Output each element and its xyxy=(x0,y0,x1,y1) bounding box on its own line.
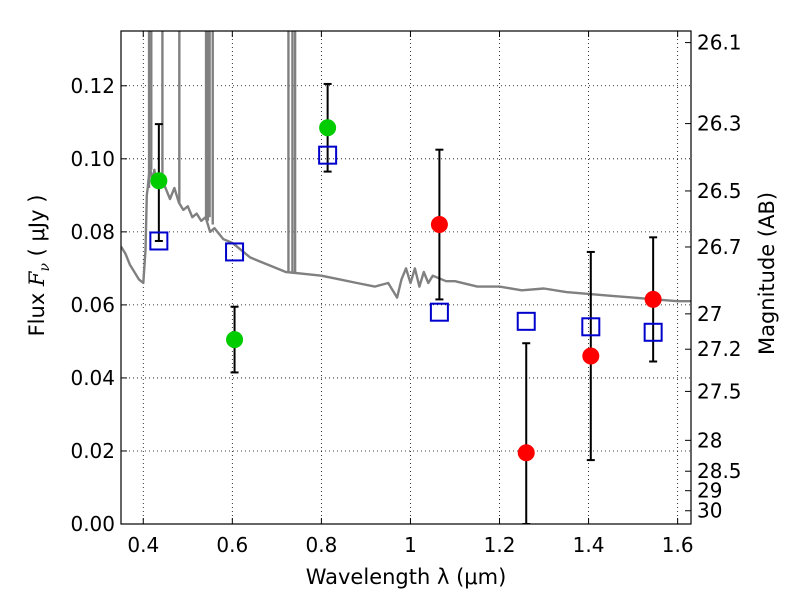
plot-area xyxy=(121,31,691,524)
model-flux-square xyxy=(149,231,169,251)
y2-tick-label: 27.5 xyxy=(697,379,742,403)
y-label-part: Flux xyxy=(25,286,49,336)
red-data-point xyxy=(430,216,448,234)
y2-tick-label: 30 xyxy=(697,499,722,523)
y2-tick-label: 26.3 xyxy=(697,112,742,136)
model-flux-square xyxy=(581,317,601,337)
y2-tick-label: 26.7 xyxy=(697,235,742,259)
green-data-point xyxy=(319,119,337,137)
model-flux-square xyxy=(429,302,449,322)
green-data-point xyxy=(150,172,168,190)
y-label-subscript: ν xyxy=(37,263,53,272)
red-data-point xyxy=(517,444,535,462)
y2-tick-label: 27 xyxy=(697,302,722,326)
y-axis: 0.00 0.02 0.04 0.06 0.08 0.10 0.12 xyxy=(70,74,127,536)
x-tick-label: 1 xyxy=(404,533,417,557)
y2-axis-title: Magnitude (AB) xyxy=(755,192,779,355)
y-tick-label: 0.08 xyxy=(70,220,115,244)
model-flux-square xyxy=(318,145,338,165)
plot-frame xyxy=(120,30,692,525)
model-flux-square xyxy=(643,322,663,342)
y-label-symbol: F xyxy=(25,270,49,287)
y-tick-label: 0.04 xyxy=(70,366,115,390)
y-tick-label: 0.10 xyxy=(70,147,115,171)
y-tick-label: 0.12 xyxy=(70,74,115,98)
y2-tick-label: 26.1 xyxy=(697,31,742,55)
x-axis: 0.4 0.6 0.8 1 1.2 1.4 1.6 xyxy=(127,31,694,557)
y2-tick-label: 28.5 xyxy=(697,459,742,483)
y-axis-title: Flux Fν ( μJy ) xyxy=(25,195,53,337)
red-data-point xyxy=(582,347,600,365)
x-tick-label: 1.4 xyxy=(573,533,605,557)
y-tick-label: 0.00 xyxy=(70,512,115,536)
x-tick-label: 1.6 xyxy=(662,533,694,557)
x-tick-label: 0.8 xyxy=(305,533,337,557)
x-tick-label: 0.6 xyxy=(216,533,248,557)
y2-tick-label: 28 xyxy=(697,428,722,452)
y-label-part: ( μJy ) xyxy=(25,195,49,263)
red-data-point xyxy=(644,290,662,308)
y2-tick-label: 27.2 xyxy=(697,337,742,361)
y2-tick-label: 26.5 xyxy=(697,179,742,203)
x-tick-label: 0.4 xyxy=(127,533,159,557)
x-tick-label: 1.2 xyxy=(484,533,516,557)
x-axis-title: Wavelength λ (μm) xyxy=(306,565,507,589)
y-tick-label: 0.02 xyxy=(70,439,115,463)
model-flux-square xyxy=(516,311,536,331)
y-tick-label: 0.06 xyxy=(70,293,115,317)
green-data-point xyxy=(226,331,244,349)
model-flux-square xyxy=(225,242,245,262)
y2-tick-label: 29 xyxy=(697,479,722,503)
